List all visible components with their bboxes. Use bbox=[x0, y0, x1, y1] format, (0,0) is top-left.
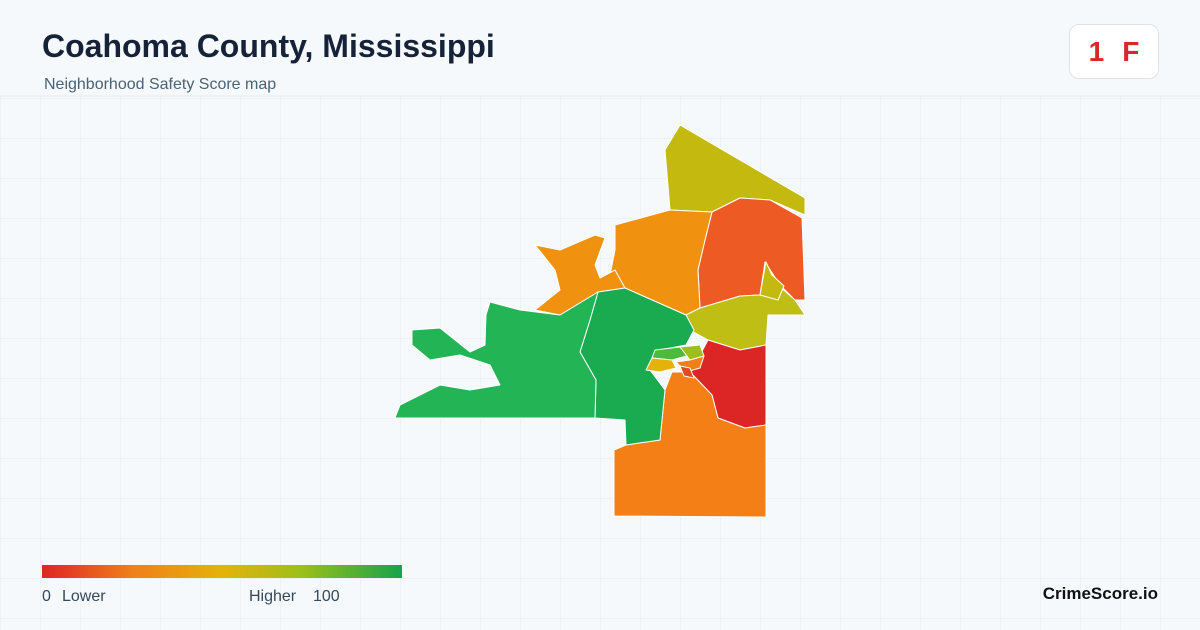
legend-max: 100 bbox=[313, 588, 340, 605]
brand: CrimeScore.io bbox=[1042, 584, 1158, 603]
region bbox=[394, 291, 599, 419]
region bbox=[651, 346, 691, 361]
score: 1 bbox=[1088, 35, 1105, 67]
legend-high-label: Higher bbox=[249, 588, 297, 605]
region bbox=[697, 197, 806, 309]
legend-gradient bbox=[42, 565, 402, 578]
title: Coahoma County, Mississippi bbox=[42, 28, 495, 64]
region bbox=[534, 234, 626, 316]
region bbox=[645, 357, 677, 373]
legend-low-label: Lower bbox=[62, 588, 106, 605]
region bbox=[679, 365, 695, 379]
legend-min: 0 bbox=[42, 588, 51, 605]
score-badge: 1 F bbox=[1069, 24, 1159, 79]
subtitle: Neighborhood Safety Score map bbox=[44, 76, 277, 93]
grade: F bbox=[1122, 35, 1140, 67]
region bbox=[759, 261, 785, 301]
